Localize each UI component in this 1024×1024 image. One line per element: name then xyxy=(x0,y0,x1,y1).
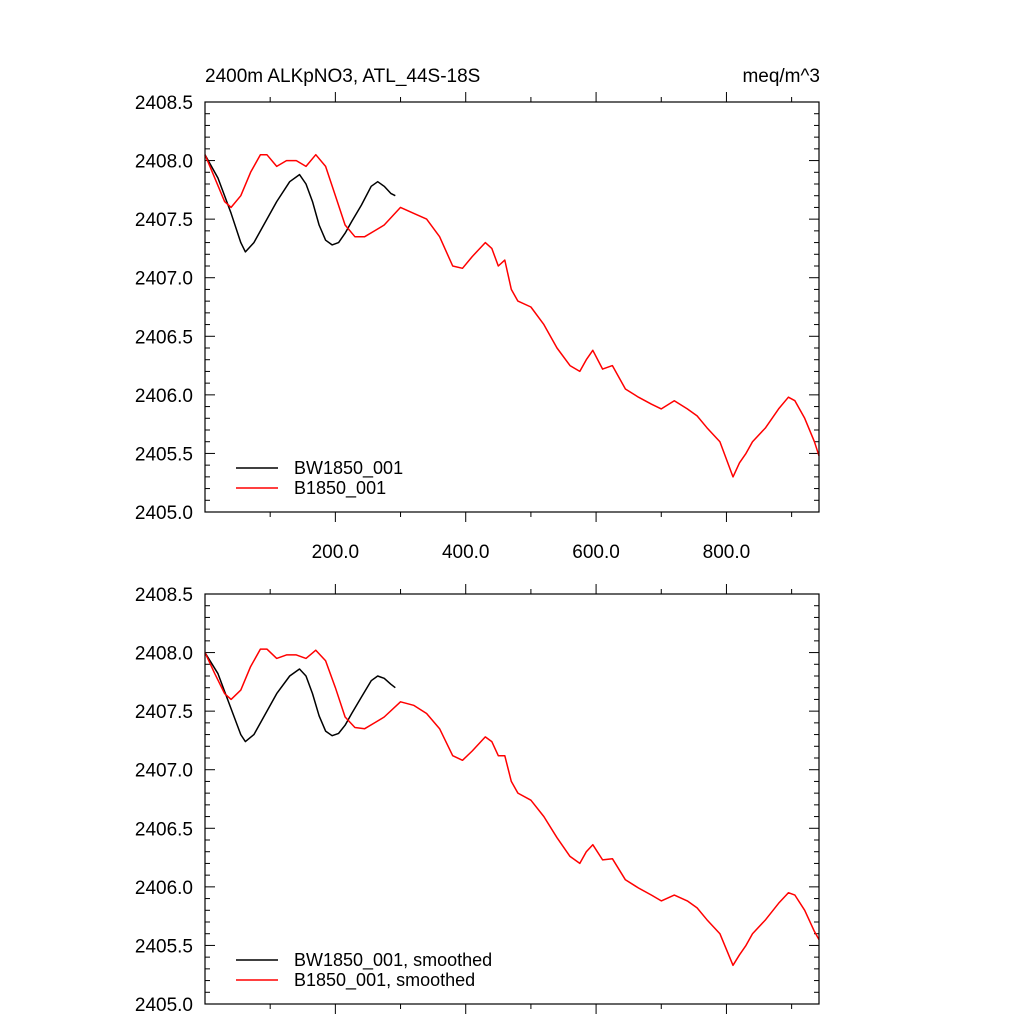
series-layer xyxy=(204,153,820,478)
x-tick-label: 600.0 xyxy=(572,542,620,563)
y-tick-label: 2406.5 xyxy=(135,819,193,840)
plot-frame xyxy=(204,101,820,513)
legend: BW1850_001, smoothed B1850_001, smoothed xyxy=(236,950,492,991)
bottom-panel: 2405.0 2405.5 2406.0 2406.5 2407.0 2407.5 2408… xyxy=(135,584,820,1016)
y-tick-label: 2407.5 xyxy=(135,210,193,231)
legend-label-b1850: B1850_001 xyxy=(294,478,386,499)
y-tick-label: 2406.0 xyxy=(135,386,193,407)
legend-label-bw1850-smoothed: BW1850_001, smoothed xyxy=(294,950,492,971)
y-tick-label: 2408.5 xyxy=(135,93,193,114)
y-tick-label: 2407.5 xyxy=(135,702,193,723)
y-tick-label: 2405.5 xyxy=(135,444,193,465)
tick-labels: 2405.0 2405.5 2406.0 2406.5 2407.0 2407.5 2408… xyxy=(135,93,750,563)
y-tick-label: 2408.0 xyxy=(135,152,193,173)
legend-label-b1850-smoothed: B1850_001, smoothed xyxy=(294,970,475,991)
series-layer xyxy=(204,648,820,967)
x-tick-label: 400.0 xyxy=(442,542,490,563)
y-tick-label: 2407.0 xyxy=(135,761,193,782)
y-tick-label: 2406.0 xyxy=(135,878,193,899)
y-tick-label: 2408.0 xyxy=(135,644,193,665)
chart-title: 2400m ALKpNO3, ATL_44S-18S xyxy=(205,66,480,87)
axis-ticks xyxy=(205,584,819,1014)
series-line-bw1850 xyxy=(204,154,396,253)
y-tick-label: 2405.0 xyxy=(135,503,193,524)
x-tick-label: 800.0 xyxy=(703,542,751,563)
tick-labels: 2405.0 2405.5 2406.0 2406.5 2407.0 2407.5 2408… xyxy=(135,585,193,1016)
legend: BW1850_001 B1850_001 xyxy=(236,458,403,499)
y-tick-label: 2408.5 xyxy=(135,585,193,606)
y-tick-label: 2405.5 xyxy=(135,936,193,957)
legend-label-bw1850: BW1850_001 xyxy=(294,458,403,479)
top-panel: 2400m ALKpNO3, ATL_44S-18S meq/m^3 2405.… xyxy=(135,66,820,563)
y-tick-label: 2405.0 xyxy=(135,995,193,1016)
series-line-b1850 xyxy=(204,648,820,967)
y-tick-label: 2406.5 xyxy=(135,327,193,348)
plot-frame xyxy=(204,593,820,1005)
series-line-b1850 xyxy=(204,153,820,478)
y-tick-label: 2407.0 xyxy=(135,269,193,290)
chart-units: meq/m^3 xyxy=(742,66,820,87)
x-tick-label: 200.0 xyxy=(312,542,360,563)
series-line-bw1850 xyxy=(204,652,396,743)
